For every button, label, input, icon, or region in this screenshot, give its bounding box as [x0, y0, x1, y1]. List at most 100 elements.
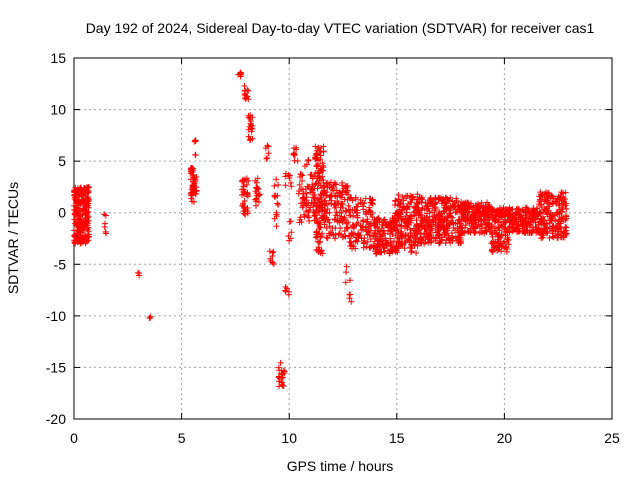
data-point	[438, 195, 445, 202]
data-point	[278, 367, 285, 374]
data-point	[560, 189, 567, 196]
data-point	[562, 223, 569, 230]
data-point	[408, 248, 415, 255]
data-point	[403, 209, 410, 216]
data-point	[549, 213, 556, 220]
data-point	[363, 243, 370, 250]
data-point	[462, 206, 469, 213]
data-point	[399, 193, 406, 200]
data-point	[282, 284, 289, 291]
data-point	[341, 233, 348, 240]
data-point	[81, 197, 88, 204]
data-point	[496, 207, 503, 214]
data-point	[78, 220, 85, 227]
data-point	[516, 227, 523, 234]
data-point	[272, 192, 279, 199]
data-point	[299, 172, 306, 179]
x-axis-label: GPS time / hours	[287, 458, 394, 474]
data-point	[454, 207, 461, 214]
data-point	[192, 151, 199, 158]
data-point	[537, 209, 544, 216]
data-point	[316, 230, 323, 237]
data-point	[527, 221, 534, 228]
data-point	[347, 194, 354, 201]
data-point	[330, 186, 337, 193]
data-point	[240, 200, 247, 207]
data-point	[321, 189, 328, 196]
data-point	[418, 222, 425, 229]
data-point	[415, 204, 422, 211]
data-point	[102, 228, 109, 235]
data-point	[393, 243, 400, 250]
data-point	[426, 232, 433, 239]
data-point	[490, 213, 497, 220]
data-point	[329, 225, 336, 232]
data-point	[544, 211, 551, 218]
data-point	[387, 243, 394, 250]
data-point	[488, 239, 495, 246]
data-point	[374, 223, 381, 230]
data-point	[386, 250, 393, 257]
data-point	[530, 224, 537, 231]
data-point	[501, 212, 508, 219]
data-point	[371, 222, 378, 229]
data-point	[285, 291, 292, 298]
data-point	[485, 201, 492, 208]
data-point	[296, 181, 303, 188]
data-point	[248, 122, 255, 129]
data-point	[540, 231, 547, 238]
data-point	[533, 205, 540, 212]
data-point	[474, 207, 481, 214]
data-point	[459, 229, 466, 236]
data-point	[369, 197, 376, 204]
data-point	[345, 202, 352, 209]
data-point	[304, 183, 311, 190]
data-point	[503, 248, 510, 255]
data-point	[397, 242, 404, 249]
data-point	[402, 239, 409, 246]
x-tick-label: 10	[281, 430, 297, 446]
data-point	[299, 204, 306, 211]
data-point	[396, 211, 403, 218]
data-point	[366, 195, 373, 202]
data-point	[253, 184, 260, 191]
data-point	[312, 212, 319, 219]
data-point	[189, 189, 196, 196]
data-point	[243, 175, 250, 182]
data-point	[496, 219, 503, 226]
data-point	[305, 200, 312, 207]
data-point	[350, 223, 357, 230]
data-point	[275, 201, 282, 208]
data-point	[265, 143, 272, 150]
data-point	[189, 171, 196, 178]
data-point	[287, 218, 294, 225]
data-point	[297, 214, 304, 221]
data-point	[288, 183, 295, 190]
data-point	[290, 151, 297, 158]
data-point	[474, 214, 481, 221]
data-point	[538, 192, 545, 199]
data-point	[376, 248, 383, 255]
data-point	[298, 219, 305, 226]
data-point	[462, 224, 469, 231]
data-point	[513, 206, 520, 213]
data-point	[321, 221, 328, 228]
data-point	[255, 199, 262, 206]
data-point	[400, 197, 407, 204]
data-point	[553, 209, 560, 216]
data-point	[461, 205, 468, 212]
data-point	[445, 205, 452, 212]
data-point	[298, 200, 305, 207]
y-tick-label: -20	[46, 411, 66, 427]
data-point	[313, 247, 320, 254]
data-point	[467, 228, 474, 235]
data-point	[405, 236, 412, 243]
data-point	[495, 246, 502, 253]
data-point	[332, 212, 339, 219]
data-point	[535, 200, 542, 207]
data-point	[509, 221, 516, 228]
data-point	[408, 193, 415, 200]
x-tick-label: 20	[497, 430, 513, 446]
data-point	[354, 238, 361, 245]
data-point	[374, 215, 381, 222]
